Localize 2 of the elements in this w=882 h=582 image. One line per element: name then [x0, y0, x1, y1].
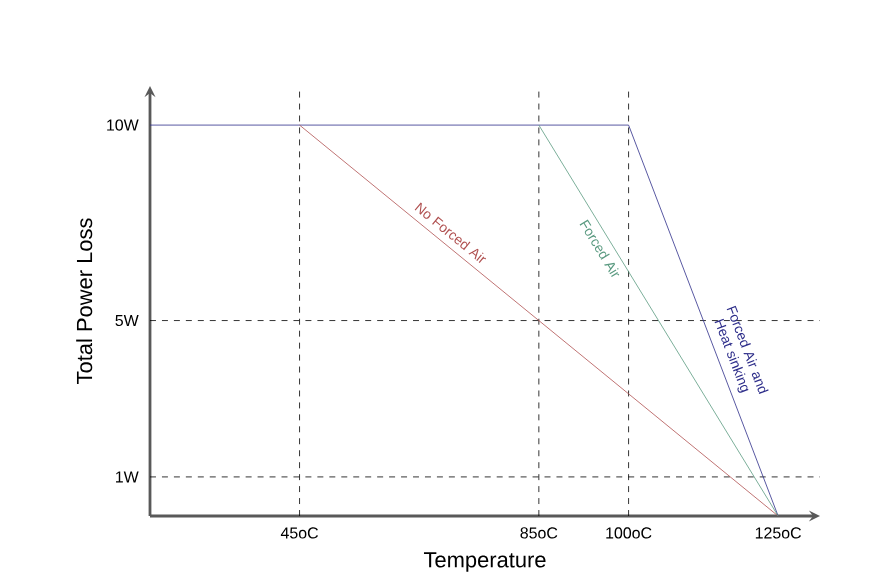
y-axis-title: Total Power Loss	[76, 218, 93, 384]
x-axis-title: Temperature	[423, 552, 546, 572]
